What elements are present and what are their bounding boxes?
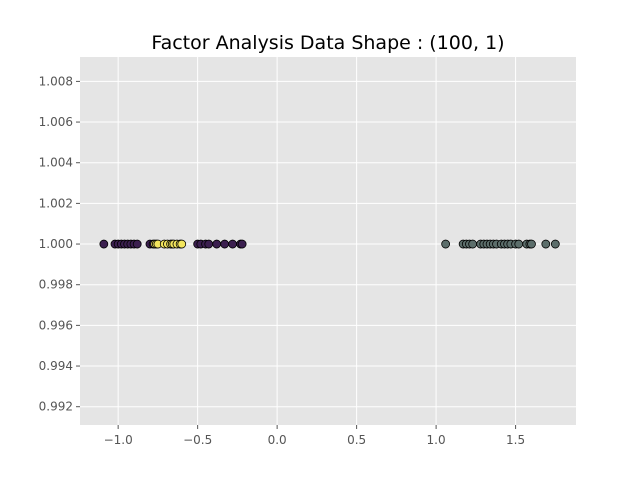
data-point <box>228 239 238 249</box>
y-tick-label: 0.992 <box>39 400 73 414</box>
y-tick-label: 0.996 <box>39 318 73 332</box>
data-point <box>204 239 214 249</box>
x-tick-label: 1.0 <box>427 433 446 447</box>
data-point <box>541 239 551 249</box>
x-tick-label: −0.5 <box>183 433 212 447</box>
y-tick-label: 1.004 <box>39 156 73 170</box>
x-tick-label: 0.5 <box>347 433 366 447</box>
data-point <box>514 239 524 249</box>
data-point <box>237 239 247 249</box>
data-point <box>132 239 142 249</box>
data-point <box>99 239 109 249</box>
data-point <box>220 239 230 249</box>
data-point <box>212 239 222 249</box>
data-point <box>527 239 536 249</box>
y-tick-label: 1.008 <box>39 74 73 88</box>
data-points <box>99 239 560 249</box>
data-point <box>550 239 560 249</box>
data-point <box>177 239 187 249</box>
y-tick-label: 0.994 <box>39 359 73 373</box>
data-point <box>468 239 478 249</box>
y-tick-label: 1.000 <box>39 237 73 251</box>
y-tick-label: 1.002 <box>39 196 73 210</box>
x-tick-label: 0.0 <box>268 433 287 447</box>
x-axis: −1.0 −0.5 0.0 0.5 1.0 1.5 <box>104 425 525 447</box>
data-point <box>441 239 451 249</box>
x-tick-label: 1.5 <box>506 433 525 447</box>
y-tick-label: 1.006 <box>39 115 73 129</box>
y-axis: 0.992 0.994 0.996 0.998 1.000 1.002 1.004 1.006… <box>39 74 80 414</box>
chart-title: Factor Analysis Data Shape : (100, 1) <box>151 32 504 54</box>
y-tick-label: 0.998 <box>39 278 73 292</box>
x-tick-label: −1.0 <box>104 433 133 447</box>
